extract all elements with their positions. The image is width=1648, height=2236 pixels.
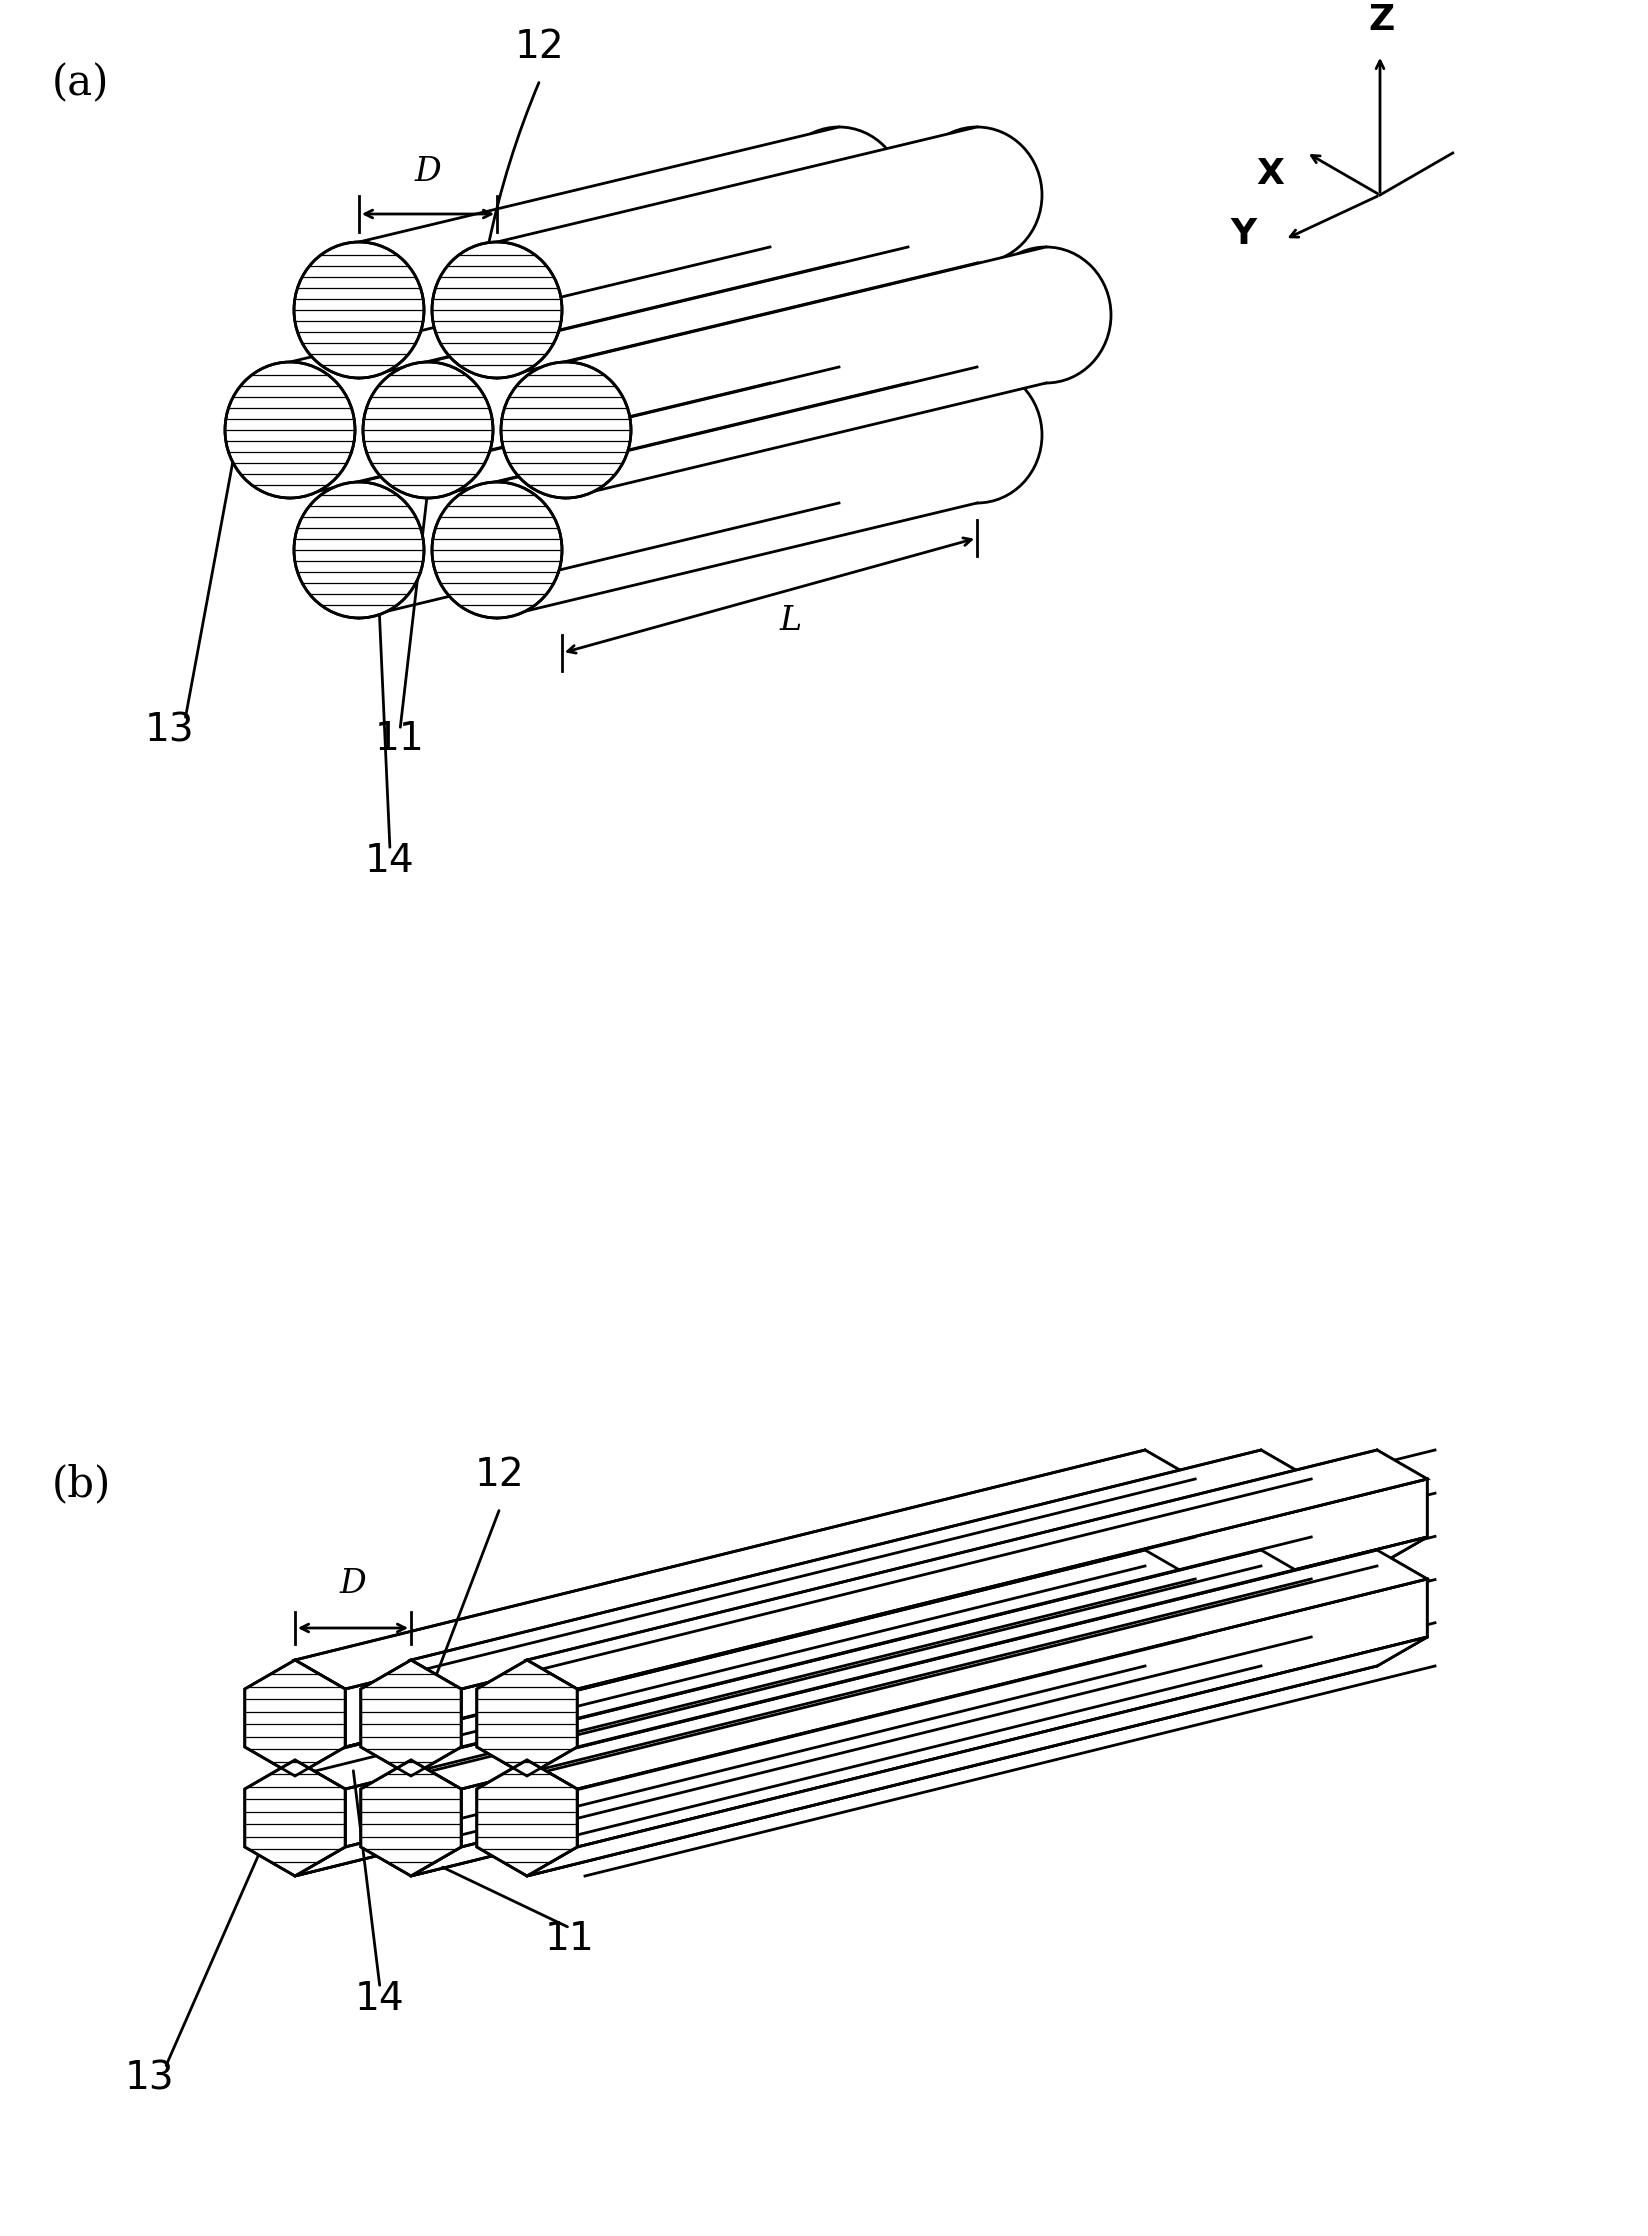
Ellipse shape [775, 127, 905, 264]
Polygon shape [410, 1449, 1312, 1688]
Polygon shape [295, 1550, 1195, 1789]
Ellipse shape [705, 246, 836, 382]
Text: 14: 14 [366, 843, 415, 881]
Text: Z: Z [1369, 2, 1396, 38]
Ellipse shape [844, 246, 972, 382]
Polygon shape [577, 1478, 1427, 1746]
Text: 14: 14 [356, 1981, 405, 2019]
Text: 11: 11 [376, 720, 425, 758]
Text: L: L [780, 606, 801, 637]
Text: (a): (a) [53, 63, 109, 105]
Polygon shape [361, 1659, 461, 1775]
Polygon shape [527, 1637, 1427, 1876]
Text: Y: Y [1231, 217, 1257, 250]
Polygon shape [361, 1760, 461, 1876]
Polygon shape [461, 1579, 1312, 1847]
Polygon shape [498, 367, 977, 617]
Ellipse shape [911, 367, 1042, 503]
Polygon shape [527, 1536, 1427, 1775]
Polygon shape [295, 1449, 1195, 1688]
Polygon shape [295, 1637, 1195, 1876]
Polygon shape [527, 1449, 1427, 1688]
Ellipse shape [432, 241, 562, 378]
Ellipse shape [775, 367, 905, 503]
Ellipse shape [293, 483, 424, 617]
Polygon shape [428, 246, 908, 499]
Polygon shape [410, 1536, 1312, 1775]
Polygon shape [295, 1536, 1195, 1775]
Ellipse shape [501, 362, 631, 499]
Polygon shape [498, 127, 977, 378]
Ellipse shape [981, 246, 1111, 382]
Text: D: D [415, 157, 442, 188]
Polygon shape [290, 246, 770, 499]
Text: (b): (b) [53, 1462, 112, 1505]
Polygon shape [527, 1550, 1427, 1789]
Ellipse shape [226, 362, 354, 499]
Text: 11: 11 [545, 1921, 595, 1959]
Polygon shape [410, 1637, 1312, 1876]
Polygon shape [1211, 1550, 1312, 1666]
Text: 13: 13 [125, 2059, 175, 2097]
Polygon shape [410, 1550, 1312, 1789]
Ellipse shape [293, 241, 424, 378]
Text: X: X [1256, 157, 1284, 192]
Polygon shape [1327, 1550, 1427, 1666]
Polygon shape [410, 1637, 1312, 1876]
Polygon shape [476, 1760, 577, 1876]
Polygon shape [359, 367, 839, 617]
Polygon shape [295, 1637, 1195, 1876]
Polygon shape [410, 1536, 1312, 1775]
Polygon shape [1327, 1449, 1427, 1565]
Polygon shape [565, 246, 1046, 499]
Polygon shape [476, 1659, 577, 1775]
Polygon shape [527, 1637, 1427, 1876]
Polygon shape [1094, 1550, 1195, 1666]
Text: D: D [339, 1567, 366, 1601]
Text: 13: 13 [145, 711, 194, 749]
Ellipse shape [911, 127, 1042, 264]
Polygon shape [461, 1478, 1312, 1746]
Ellipse shape [363, 362, 493, 499]
Polygon shape [359, 127, 839, 378]
Ellipse shape [432, 483, 562, 617]
Polygon shape [577, 1579, 1427, 1847]
Polygon shape [1094, 1449, 1195, 1565]
Polygon shape [295, 1536, 1195, 1775]
Text: 12: 12 [516, 29, 565, 67]
Polygon shape [344, 1478, 1195, 1746]
Polygon shape [344, 1579, 1195, 1847]
Text: 12: 12 [475, 1456, 524, 1494]
Polygon shape [246, 1760, 344, 1876]
Polygon shape [1211, 1449, 1312, 1565]
Polygon shape [527, 1536, 1427, 1775]
Polygon shape [246, 1659, 344, 1775]
